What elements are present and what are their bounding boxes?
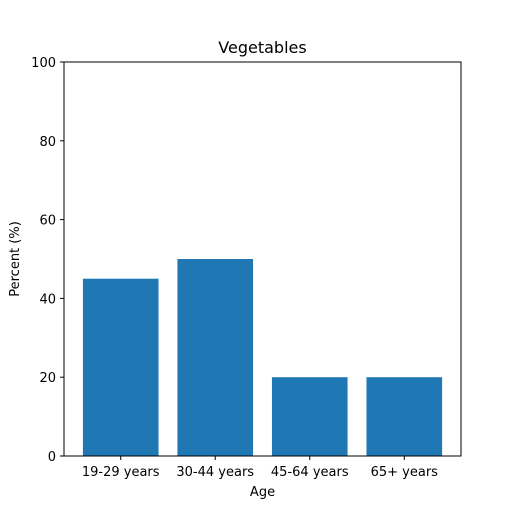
y-axis-label: Percent (%)	[8, 221, 23, 297]
chart-title: Vegetables	[218, 38, 306, 57]
x-tick-label: 19-29 years	[82, 465, 160, 480]
bar-45-64-years	[271, 377, 348, 456]
x-tick-label: 30-44 years	[176, 465, 254, 480]
plot-area: 0 20 40 60 80 100 19-29 years 30-44 years 45-64 …	[31, 56, 462, 480]
x-tick-label: 65+ years	[371, 465, 439, 480]
y-tick-label: 100	[31, 56, 56, 71]
y-tick-label: 40	[39, 292, 56, 307]
axes-frame	[63, 61, 462, 457]
bar-65-years	[366, 377, 443, 456]
y-tick-label: 60	[39, 214, 56, 229]
y-tick-label: 80	[39, 135, 56, 150]
x-tick-label: 45-64 years	[271, 465, 349, 480]
y-tick-label: 20	[39, 371, 56, 386]
y-tick-label: 0	[48, 450, 56, 465]
x-axis-label: Age	[250, 485, 275, 500]
bar-30-44-years	[177, 259, 254, 456]
bar-19-29-years	[82, 278, 159, 456]
